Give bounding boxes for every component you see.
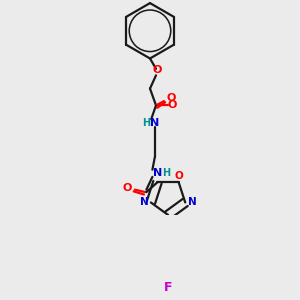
Text: O: O <box>152 65 162 75</box>
Text: O: O <box>174 170 183 181</box>
Text: N: N <box>188 197 196 208</box>
Text: N: N <box>140 197 148 208</box>
Text: O: O <box>168 100 177 110</box>
Text: H: H <box>162 168 170 178</box>
Text: O: O <box>167 93 176 103</box>
Text: O: O <box>122 183 132 193</box>
Text: N: N <box>153 168 162 178</box>
Text: H: H <box>142 118 151 128</box>
Text: N: N <box>150 118 159 128</box>
Text: F: F <box>164 281 172 294</box>
